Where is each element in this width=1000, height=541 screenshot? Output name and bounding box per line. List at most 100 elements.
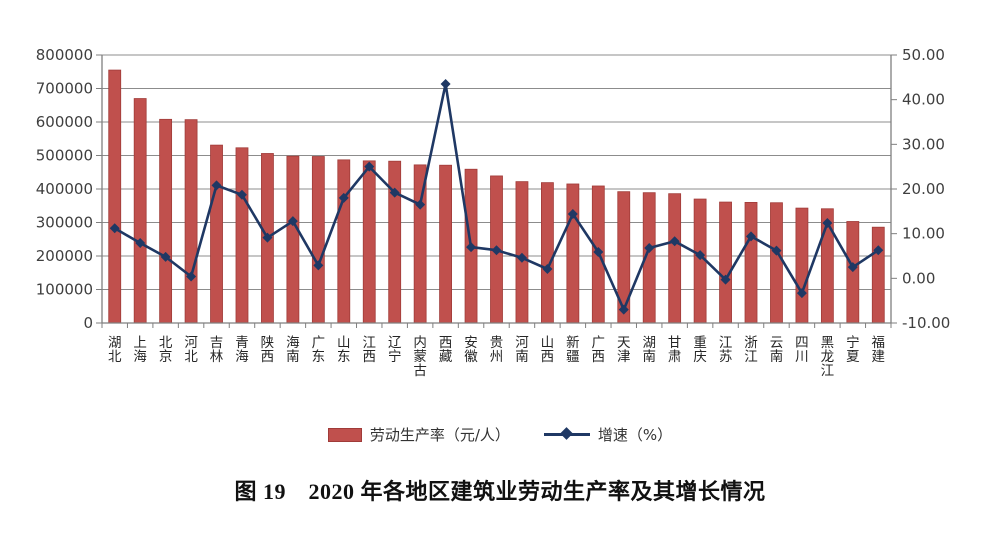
growth-point (516, 252, 527, 263)
growth-point (669, 236, 680, 247)
right-axis-tick-label: 20.00 (902, 180, 945, 198)
growth-point (338, 192, 349, 203)
x-axis-category-label: 河南 (515, 335, 529, 365)
growth-point (109, 223, 120, 234)
chart-legend: 劳动生产率（元/人） 增速（%） (0, 424, 1000, 445)
line-series-marker-icon (543, 427, 590, 440)
growth-point (847, 262, 858, 273)
legend-item-productivity: 劳动生产率（元/人） (327, 424, 510, 445)
growth-point (593, 246, 604, 257)
growth-point (186, 271, 197, 282)
x-axis-category-label: 黑龙江 (821, 335, 835, 379)
growth-point (415, 199, 426, 210)
x-axis-category-label: 广西 (592, 335, 606, 365)
growth-point (746, 231, 757, 242)
productivity-bar (541, 182, 554, 324)
productivity-bar (286, 155, 300, 324)
left-axis-tick-label: 300000 (36, 214, 93, 232)
productivity-bar (744, 201, 758, 324)
x-axis-category-label: 宁夏 (846, 334, 860, 365)
productivity-bar (108, 69, 122, 324)
growth-point (491, 245, 502, 256)
x-axis-category-label: 江西 (362, 335, 376, 365)
productivity-bar (566, 183, 580, 324)
growth-point (695, 250, 706, 261)
x-axis-category-label: 广东 (312, 335, 326, 365)
left-axis-tick-label: 500000 (36, 147, 93, 165)
x-axis-category-label: 天津 (617, 335, 631, 365)
left-axis-tick-label: 0 (83, 314, 93, 332)
growth-point (644, 242, 655, 253)
x-axis-category-label: 陕西 (261, 335, 275, 365)
figure-caption: 图 19 2020 年各地区建筑业劳动生产率及其增长情况 (234, 479, 766, 504)
productivity-bar (337, 159, 351, 324)
left-axis-tick-label: 400000 (36, 180, 93, 198)
x-axis-category-label: 河北 (184, 335, 198, 365)
growth-point (287, 216, 298, 227)
x-axis-category-label: 山东 (337, 335, 351, 365)
x-axis-category-label: 湖北 (108, 335, 122, 365)
productivity-bar (439, 164, 452, 324)
productivity-bar (795, 207, 809, 324)
right-axis-tick-label: 30.00 (902, 135, 945, 153)
productivity-bar (871, 226, 885, 324)
x-axis-category-label: 海南 (286, 335, 300, 365)
growth-point (822, 217, 833, 228)
x-axis-category-label: 重庆 (693, 335, 707, 365)
growth-point (873, 245, 884, 256)
right-axis-tick-label: 10.00 (902, 225, 945, 243)
growth-point (236, 189, 247, 200)
productivity-bar (515, 181, 529, 324)
productivity-bar (311, 156, 325, 324)
line-series-label: 增速（%） (597, 426, 673, 444)
productivity-bar (719, 201, 732, 324)
x-axis-category-label: 上海 (133, 335, 147, 365)
growth-point (160, 251, 171, 262)
diamond-marker-icon (560, 427, 573, 440)
growth-point (771, 245, 782, 256)
right-axis-tick-label: 0.00 (902, 269, 935, 287)
growth-point (389, 187, 400, 198)
productivity-bar (159, 118, 173, 324)
x-axis-category-label: 安徽 (464, 335, 478, 365)
growth-point (542, 263, 553, 274)
x-axis-category-label: 山西 (541, 335, 555, 365)
right-axis-tick-label: -10.00 (902, 314, 950, 332)
productivity-bar (133, 98, 147, 324)
x-axis-category-label: 青海 (235, 335, 249, 365)
x-axis-category-label: 江苏 (719, 335, 733, 365)
x-axis-category-label: 辽宁 (388, 335, 402, 365)
growth-point (364, 161, 375, 172)
growth-point (720, 274, 731, 285)
growth-point (567, 209, 578, 220)
productivity-bar (846, 221, 860, 324)
productivity-bar (668, 193, 682, 324)
productivity-bar (693, 198, 707, 324)
x-axis-category-label: 北京 (159, 335, 173, 365)
right-axis-tick-label: 40.00 (902, 91, 945, 109)
productivity-bar (362, 160, 376, 324)
x-axis-category-label: 湖南 (642, 335, 656, 365)
x-axis-category-label: 福建 (872, 335, 886, 365)
left-axis-tick-label: 700000 (36, 80, 93, 98)
growth-point (313, 260, 324, 271)
productivity-bar (210, 144, 223, 324)
growth-point (796, 288, 807, 299)
legend-item-growth: 增速（%） (543, 424, 673, 445)
left-axis-tick-label: 100000 (36, 281, 93, 299)
growth-point (466, 242, 477, 253)
productivity-bar (184, 119, 198, 324)
productivity-bar (770, 202, 783, 324)
x-axis-category-label: 四川 (795, 335, 809, 365)
right-axis-tick-label: 50.00 (902, 46, 945, 64)
productivity-bar (617, 191, 631, 324)
growth-point (211, 180, 222, 191)
x-axis-category-label: 吉林 (210, 335, 224, 365)
growth-point (440, 79, 451, 90)
labor-productivity-chart: 0 100000 200000 300000 400000 500000 600000 700… (36, 46, 951, 379)
x-axis-category-label: 甘肃 (668, 335, 682, 365)
left-axis-tick-label: 200000 (36, 247, 93, 265)
bar-series-label: 劳动生产率（元/人） (369, 426, 510, 444)
growth-point (262, 232, 273, 243)
